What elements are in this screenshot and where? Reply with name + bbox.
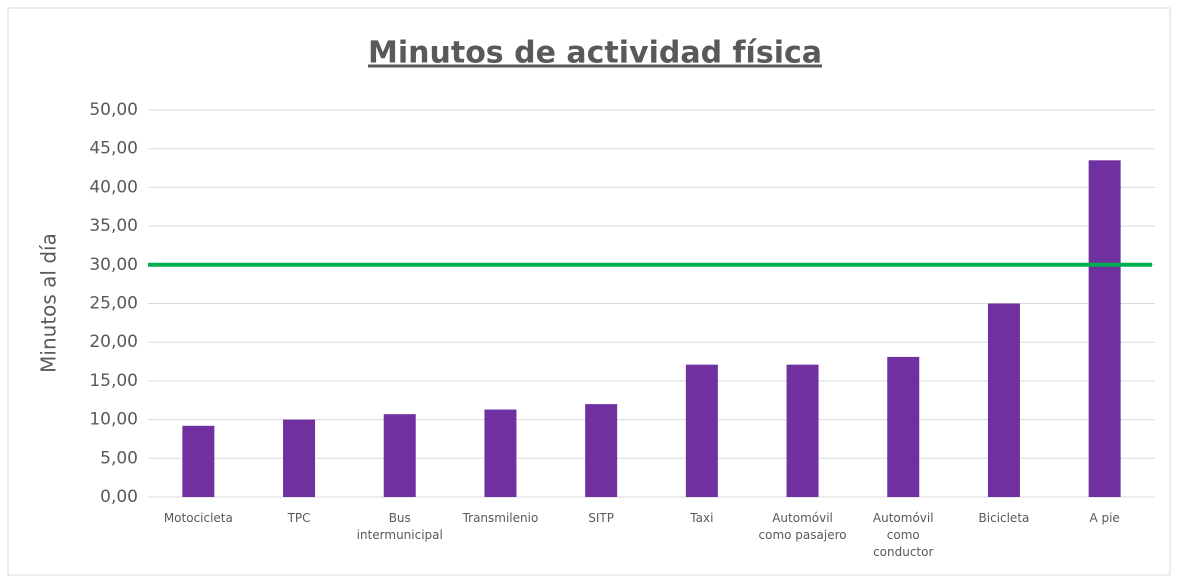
x-tick-label: Bus intermunicipal (356, 511, 443, 542)
y-tick-label: 45,00 (89, 139, 138, 159)
chart-title: Minutos de actividad física (368, 36, 822, 71)
bar (585, 404, 618, 497)
y-tick-label: 20,00 (89, 332, 138, 352)
x-tick-label: Motocicleta (163, 511, 233, 525)
x-tick-label: Bicicleta (978, 511, 1030, 525)
x-tick-label: SITP (588, 511, 614, 525)
y-tick-label: 25,00 (89, 294, 138, 314)
bar (383, 414, 416, 497)
bar (987, 303, 1020, 497)
x-tick-label: Transmilenio (462, 511, 539, 525)
x-tick-label: TPC (287, 511, 311, 525)
bar (887, 356, 920, 497)
y-tick-label: 40,00 (89, 177, 138, 197)
bar (283, 419, 316, 497)
bar (484, 409, 517, 497)
x-tick-label: Taxi (690, 511, 714, 525)
bar (786, 364, 819, 497)
bar (685, 364, 718, 497)
x-tick-label: Automóvil como conductor (872, 511, 934, 559)
y-tick-label: 50,00 (89, 100, 138, 120)
y-axis-label: Minutos al día (37, 233, 61, 373)
y-tick-label: 30,00 (89, 255, 138, 275)
y-tick-label: 35,00 (89, 216, 138, 236)
x-tick-label: A pie (1089, 511, 1120, 525)
y-tick-label: 0,00 (100, 487, 138, 507)
y-tick-label: 5,00 (100, 448, 138, 468)
x-tick-label: Automóvil como pasajero (758, 511, 847, 542)
bar (182, 425, 215, 497)
y-tick-label: 10,00 (89, 410, 138, 430)
bar (1088, 160, 1121, 497)
y-tick-label: 15,00 (89, 371, 138, 391)
